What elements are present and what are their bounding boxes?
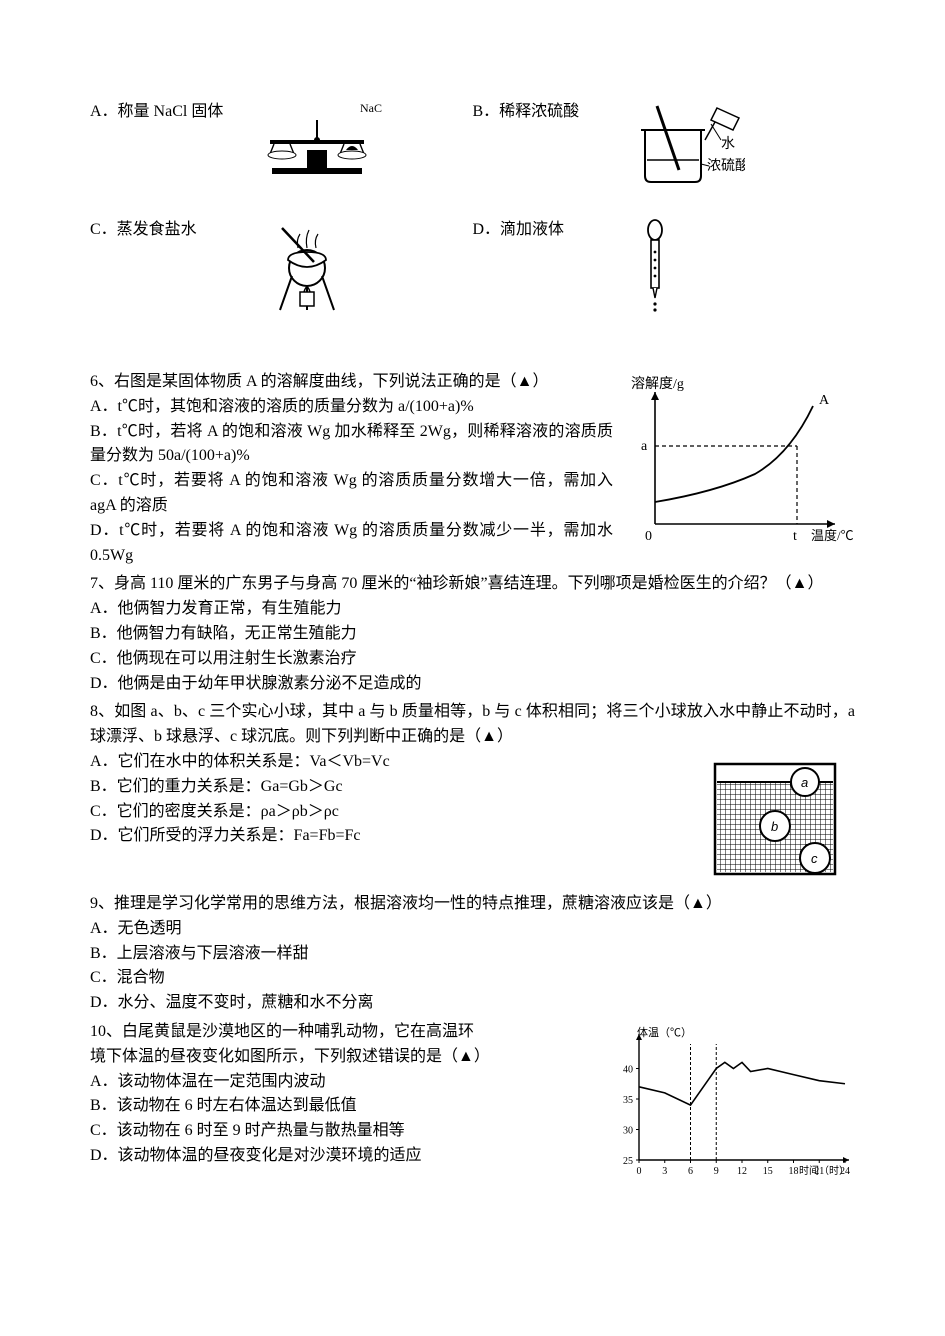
svg-text:9: 9 bbox=[714, 1166, 719, 1177]
svg-text:40: 40 bbox=[623, 1064, 633, 1075]
q7-b: B．他俩智力有缺陷，无正常生殖能力 bbox=[90, 622, 855, 647]
svg-text:水: 水 bbox=[721, 136, 735, 152]
q5-d-label: D．滴加液体 bbox=[473, 218, 623, 243]
svg-text:浓硫酸: 浓硫酸 bbox=[707, 158, 745, 174]
q8-beaker-diagram: a b c bbox=[705, 754, 855, 884]
svg-text:a: a bbox=[801, 775, 808, 790]
q7-stem: 7、身高 110 厘米的广东男子与身高 70 厘米的“袖珍新娘”喜结连理。下列哪… bbox=[90, 572, 855, 597]
q7-c: C．他俩现在可以用注射生长激素治疗 bbox=[90, 647, 855, 672]
svg-text:3: 3 bbox=[662, 1166, 667, 1177]
q9-stem: 9、推理是学习化学常用的思维方法，根据溶液均一性的特点推理，蔗糖溶液应该是（▲） bbox=[90, 892, 855, 917]
q5-options: A．称量 NaCl 固体 NaCl bbox=[90, 100, 855, 346]
q10-temperature-chart: 2530354003691215182124体温（℃）时间（时） bbox=[605, 1024, 855, 1184]
svg-text:25: 25 bbox=[623, 1156, 633, 1167]
dropper-icon bbox=[635, 218, 675, 318]
q9-d: D．水分、温度不变时，蔗糖和水不分离 bbox=[90, 991, 855, 1016]
q7: 7、身高 110 厘米的广东男子与身高 70 厘米的“袖珍新娘”喜结连理。下列哪… bbox=[90, 572, 855, 696]
q9: 9、推理是学习化学常用的思维方法，根据溶液均一性的特点推理，蔗糖溶液应该是（▲）… bbox=[90, 892, 855, 1016]
svg-text:a: a bbox=[641, 439, 648, 454]
q7-d: D．他俩是由于幼年甲状腺激素分泌不足造成的 bbox=[90, 672, 855, 697]
svg-text:时间（时）: 时间（时） bbox=[799, 1164, 849, 1177]
balance-scale-icon: NaCl bbox=[252, 100, 382, 180]
svg-text:30: 30 bbox=[623, 1125, 633, 1136]
evaporate-icon bbox=[252, 218, 362, 318]
q8: 8、如图 a、b、c 三个实心小球，其中 a 与 b 质量相等，b 与 c 体积… bbox=[90, 700, 855, 888]
q8-stem: 8、如图 a、b、c 三个实心小球，其中 a 与 b 质量相等，b 与 c 体积… bbox=[90, 700, 855, 750]
svg-text:35: 35 bbox=[623, 1095, 633, 1106]
q9-b: B．上层溶液与下层溶液一样甜 bbox=[90, 942, 855, 967]
nacl-annot: NaCl bbox=[360, 101, 382, 115]
svg-text:A: A bbox=[819, 393, 830, 408]
q5-b-label: B．稀释浓硫酸 bbox=[473, 100, 623, 125]
q6-xlabel: 温度/℃ bbox=[811, 528, 854, 543]
svg-text:18: 18 bbox=[789, 1166, 799, 1177]
svg-text:0: 0 bbox=[637, 1166, 642, 1177]
q5-option-d: D．滴加液体 bbox=[473, 218, 856, 318]
q10: 2530354003691215182124体温（℃）时间（时） 10、白尾黄鼠… bbox=[90, 1020, 855, 1188]
q5-option-a: A．称量 NaCl 固体 NaCl bbox=[90, 100, 473, 190]
q7-a: A．他俩智力发育正常，有生殖能力 bbox=[90, 597, 855, 622]
q5-a-label: A．称量 NaCl 固体 bbox=[90, 100, 240, 125]
svg-text:溶解度/g: 溶解度/g bbox=[631, 376, 684, 392]
svg-text:体温（℃）: 体温（℃） bbox=[637, 1025, 692, 1039]
svg-text:12: 12 bbox=[737, 1166, 747, 1177]
q5-option-b: B．稀释浓硫酸 水 浓硫酸 bbox=[473, 100, 856, 190]
svg-text:15: 15 bbox=[763, 1166, 773, 1177]
q9-a: A．无色透明 bbox=[90, 917, 855, 942]
q5-option-c: C．蒸发食盐水 bbox=[90, 218, 473, 318]
svg-text:b: b bbox=[771, 819, 778, 834]
svg-text:0: 0 bbox=[645, 529, 652, 544]
svg-text:c: c bbox=[811, 851, 818, 866]
q6-solubility-chart: A a t 0 溶解度/g bbox=[625, 374, 855, 554]
q5-c-label: C．蒸发食盐水 bbox=[90, 218, 240, 243]
svg-text:t: t bbox=[793, 529, 797, 544]
dilute-acid-icon: 水 浓硫酸 bbox=[635, 100, 745, 190]
q6: A a t 0 溶解度/g bbox=[90, 370, 855, 568]
svg-text:6: 6 bbox=[688, 1166, 693, 1177]
q9-c: C．混合物 bbox=[90, 966, 855, 991]
